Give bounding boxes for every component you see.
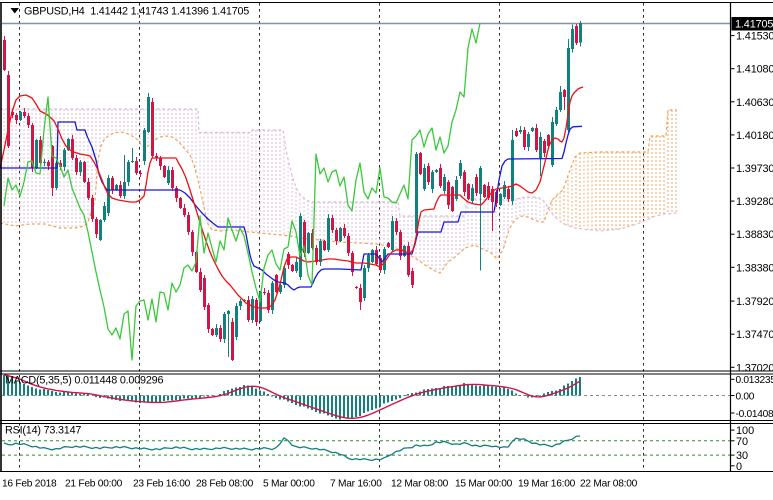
svg-text:21 Feb 00:00: 21 Feb 00:00 [65,479,123,490]
svg-text:28 Feb 08:00: 28 Feb 08:00 [196,479,254,490]
svg-text:1.37920: 1.37920 [736,296,773,308]
svg-text:1.41080: 1.41080 [736,64,773,76]
svg-text:1.39280: 1.39280 [736,196,773,208]
svg-text:5 Mar 00:00: 5 Mar 00:00 [263,479,315,490]
svg-text:70: 70 [736,436,748,448]
svg-text:22 Mar 08:00: 22 Mar 08:00 [580,479,638,490]
svg-text:19 Mar 16:00: 19 Mar 16:00 [518,479,576,490]
svg-text:MACD(5,35,5) 0.011448 0.009296: MACD(5,35,5) 0.011448 0.009296 [5,375,163,387]
svg-text:23 Feb 16:00: 23 Feb 16:00 [133,479,191,490]
svg-text:16 Feb 2018: 16 Feb 2018 [2,479,57,490]
svg-text:0.00: 0.00 [736,391,755,402]
svg-text:7 Mar 16:00: 7 Mar 16:00 [330,479,382,490]
svg-text:1.37020: 1.37020 [736,362,773,374]
svg-text:1.37470: 1.37470 [736,329,773,341]
svg-text:12 Mar 08:00: 12 Mar 08:00 [391,479,449,490]
svg-text:0.013235: 0.013235 [736,375,773,386]
svg-text:0: 0 [736,461,742,473]
svg-text:GBPUSD,H4 1.41442 1.41743 1.4: GBPUSD,H4 1.41442 1.41743 1.41396 1.4170… [24,5,249,17]
svg-text:-0.014084: -0.014084 [736,409,773,420]
svg-text:1.41530: 1.41530 [736,31,773,43]
svg-text:1.38830: 1.38830 [736,229,773,241]
svg-text:1.40630: 1.40630 [736,97,773,109]
svg-text:15 Mar 00:00: 15 Mar 00:00 [455,479,513,490]
svg-text:RSI(14) 73.3147: RSI(14) 73.3147 [5,425,81,437]
svg-text:1.40180: 1.40180 [736,130,773,142]
svg-text:1.41705: 1.41705 [735,18,773,30]
svg-text:1.38380: 1.38380 [736,262,773,274]
svg-text:1.39730: 1.39730 [736,163,773,175]
